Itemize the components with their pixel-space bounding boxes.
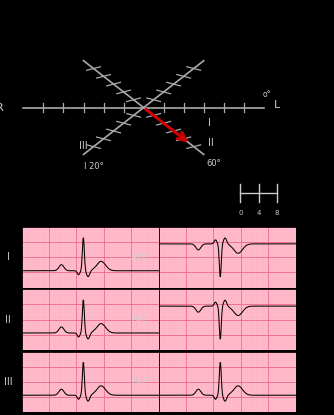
Text: 0: 0 [238,210,243,216]
Text: 60°: 60° [206,159,221,168]
Text: AVR: AVR [131,253,149,262]
Text: III: III [79,141,88,151]
Text: o°: o° [263,90,272,99]
Text: 8: 8 [275,210,280,216]
Text: 4: 4 [257,210,261,216]
Text: AVL: AVL [132,315,149,324]
Text: I 20°: I 20° [84,161,104,171]
Text: I: I [7,252,10,262]
Text: II: II [207,138,213,148]
Text: II: II [5,315,11,325]
Text: III: III [4,377,13,387]
Text: AVF: AVF [132,377,149,386]
Text: L: L [274,100,280,110]
Text: I: I [208,118,211,128]
Text: R: R [0,103,4,112]
